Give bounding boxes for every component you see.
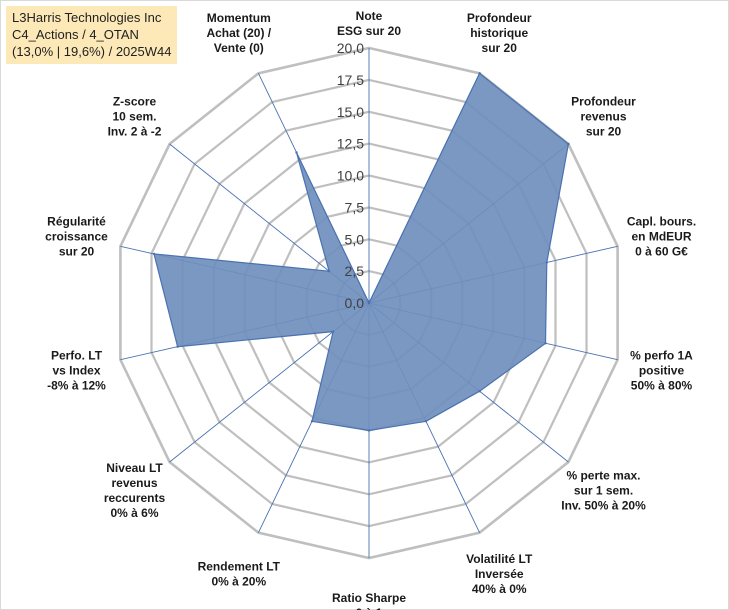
axis-label-8: Rendement LT 0% à 20% xyxy=(198,559,281,588)
axis-label-2-line-0: Profondeur xyxy=(571,95,636,109)
data-point-12 xyxy=(327,270,331,273)
axis-label-4-line-2: 50% à 80% xyxy=(631,378,693,392)
tick-label-8: 20,0 xyxy=(337,40,364,56)
axis-label-3-line-2: 0 à 60 G€ xyxy=(635,245,688,259)
data-point-9 xyxy=(331,330,335,333)
tick-label-1: 2,5 xyxy=(345,263,365,279)
title-performance-week: (13,0% | 19,6%) / 2025W44 xyxy=(12,44,172,59)
data-point-0 xyxy=(367,301,371,305)
axis-label-1-line-0: Profondeur xyxy=(467,11,532,25)
axis-label-12-line-1: 10 sem. xyxy=(112,110,156,124)
axis-label-9-line-2: reccurents xyxy=(104,491,166,505)
axis-label-4-line-1: positive xyxy=(639,363,685,377)
axis-label-5-line-1: sur 1 sem. xyxy=(574,484,633,498)
axis-label-11-line-0: Régularité xyxy=(47,215,106,229)
axis-label-1: Profondeur historique sur 20 xyxy=(467,11,532,55)
axis-label-6-line-0: Volatilité LT xyxy=(466,552,533,566)
axis-label-9-line-0: Niveau LT xyxy=(106,461,163,475)
axis-label-9-line-1: revenus xyxy=(111,476,157,490)
tick-label-6: 15,0 xyxy=(337,104,364,120)
tick-label-0: 0,0 xyxy=(345,295,365,311)
data-point-5 xyxy=(478,390,481,393)
axis-label-9: Niveau LT revenus reccurents 0% à 6% xyxy=(104,461,166,520)
axis-label-3: Capl. bours. en MdEUR 0 à 60 G€ xyxy=(627,215,696,259)
axis-label-13-line-2: Vente (0) xyxy=(214,41,264,55)
axis-label-10-line-2: -8% à 12% xyxy=(47,378,106,392)
axis-label-6-line-1: Inversée xyxy=(475,567,524,581)
axis-label-2-line-1: revenus xyxy=(580,110,626,124)
data-point-11 xyxy=(152,252,156,256)
title-portfolio: C4_Actions / 4_OTAN xyxy=(12,27,139,42)
tick-label-3: 7,5 xyxy=(345,199,365,215)
axis-label-13-line-0: Momentum xyxy=(207,11,271,25)
axis-label-6-line-2: 40% à 0% xyxy=(472,582,527,596)
axis-label-8-line-0: Rendement LT xyxy=(198,559,281,573)
tick-label-4: 10,0 xyxy=(337,168,364,184)
data-point-13 xyxy=(295,151,298,154)
axis-label-5: % perte max. sur 1 sem. Inv. 50% à 20% xyxy=(561,469,646,513)
axis-label-3-line-0: Capl. bours. xyxy=(627,215,696,229)
axis-label-10: Perfo. LT vs Index -8% à 12% xyxy=(47,348,106,392)
axis-label-12-line-0: Z-score xyxy=(113,95,157,109)
axis-label-7-line-1: 0 à 1 xyxy=(356,606,383,610)
axis-label-7: Ratio Sharpe0 à 1 xyxy=(332,591,406,610)
axis-label-5-line-2: Inv. 50% à 20% xyxy=(561,499,646,513)
data-point-2 xyxy=(567,142,570,146)
axis-label-11-line-2: sur 20 xyxy=(59,245,95,259)
data-point-6 xyxy=(424,420,428,423)
axis-label-2-line-2: sur 20 xyxy=(586,125,622,139)
tick-label-7: 17,5 xyxy=(337,72,364,88)
title-company: L3Harris Technologies Inc xyxy=(12,10,162,25)
data-point-8 xyxy=(310,420,314,423)
data-point-7 xyxy=(367,429,371,432)
data-point-10 xyxy=(176,345,179,348)
axis-label-9-line-3: 0% à 6% xyxy=(110,506,158,520)
axis-label-12: Z-score 10 sem. Inv. 2 à -2 xyxy=(108,95,162,139)
axis-label-11: Régularité croissance sur 20 xyxy=(45,215,108,259)
chart-title-box: L3Harris Technologies Inc C4_Actions / 4… xyxy=(6,6,178,64)
tick-label-layer: 0,0 2,5 5,0 7,5 10,0 12,5 15,0 17,5 20,0 xyxy=(337,40,364,311)
axis-label-10-line-1: vs Index xyxy=(52,363,100,377)
axis-label-5-line-0: % perte max. xyxy=(566,469,640,483)
axis-label-13: Momentum Achat (20) / Vente (0) xyxy=(206,11,271,55)
tick-label-2: 5,0 xyxy=(345,231,365,247)
axis-label-7-line-0: Ratio Sharpe xyxy=(332,591,406,605)
axis-label-6: Volatilité LT Inversée 40% à 0% xyxy=(466,552,533,596)
data-point-1 xyxy=(478,72,481,75)
data-point-4 xyxy=(544,342,547,345)
axis-label-2: Profondeur revenus sur 20 xyxy=(571,95,636,139)
axis-label-0-line-1: ESG sur 20 xyxy=(337,24,401,38)
axis-label-4-line-0: % perfo 1A xyxy=(630,348,693,362)
axis-label-10-line-0: Perfo. LT xyxy=(51,348,103,362)
axis-label-0: Note ESG sur 20 xyxy=(337,9,401,38)
axis-label-1-line-1: historique xyxy=(470,26,528,40)
axis-label-4: % perfo 1A positive 50% à 80% xyxy=(630,348,693,392)
axis-label-8-line-1: 0% à 20% xyxy=(211,574,266,588)
series-layer xyxy=(152,72,570,432)
axis-label-11-line-1: croissance xyxy=(45,230,108,244)
axis-label-3-line-1: en MdEUR xyxy=(632,230,692,244)
axis-label-12-line-2: Inv. 2 à -2 xyxy=(108,125,162,139)
axis-label-0-line-0: Note xyxy=(356,9,383,23)
axis-label-1-line-2: sur 20 xyxy=(482,41,518,55)
tick-label-5: 12,5 xyxy=(337,136,364,152)
data-point-3 xyxy=(545,261,548,264)
axis-label-13-line-1: Achat (20) / xyxy=(206,26,271,40)
